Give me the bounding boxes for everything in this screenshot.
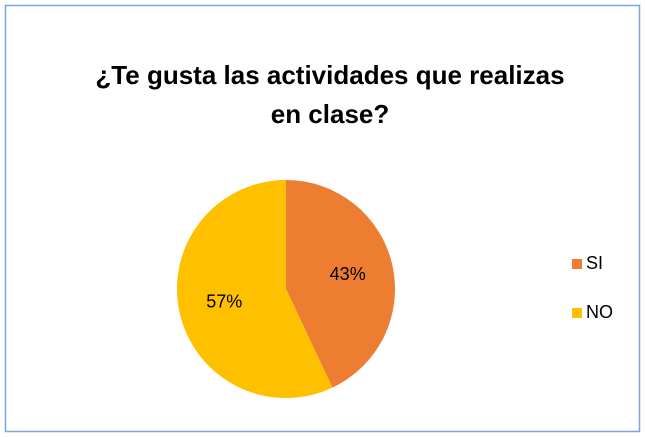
legend-swatch	[572, 308, 582, 318]
pie-slice	[286, 180, 395, 388]
chart-title: ¿Te gusta las actividades que realizas e…	[95, 60, 565, 129]
legend-label: NO	[586, 302, 613, 322]
legend-label: SI	[586, 253, 603, 273]
data-label: 57%	[206, 292, 242, 312]
data-label: 43%	[330, 264, 366, 284]
pie-slice	[176, 180, 333, 398]
legend-swatch	[572, 259, 582, 269]
